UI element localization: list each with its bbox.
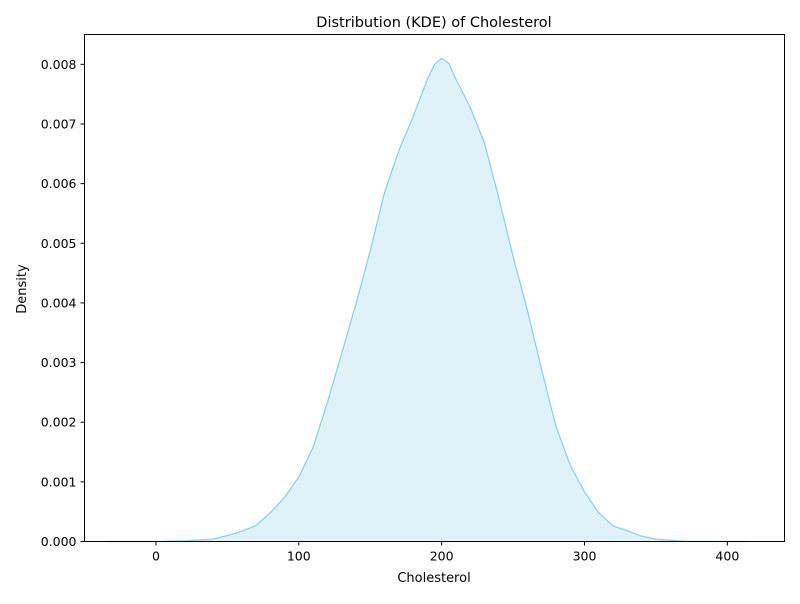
y-tick-label: 0.002: [41, 415, 77, 430]
x-tick-label: 200: [430, 549, 454, 564]
plot-frame: [84, 34, 785, 542]
y-tick-label: 0.006: [41, 176, 77, 191]
density-line-0: [105, 57, 749, 543]
y-tick-label: 0.005: [41, 236, 77, 251]
x-axis-label: Cholesterol: [397, 571, 470, 586]
x-tick-label: 100: [287, 549, 311, 564]
chart-title: Distribution (KDE) of Cholesterol: [316, 15, 551, 31]
density-area-0: [105, 58, 749, 542]
x-tick-label: 0: [152, 549, 160, 564]
x-tick-label: 400: [715, 549, 739, 564]
y-tick-label: 0.001: [41, 474, 77, 489]
y-tick-label: 0.003: [41, 355, 77, 370]
y-tick-label: 0.007: [41, 116, 77, 131]
y-tick-label: 0.004: [41, 295, 77, 310]
x-tick-label: 300: [573, 549, 597, 564]
y-tick-label: 0.000: [41, 534, 77, 549]
y-tick-label: 0.008: [41, 57, 77, 72]
y-axis-label: Density: [15, 264, 30, 314]
